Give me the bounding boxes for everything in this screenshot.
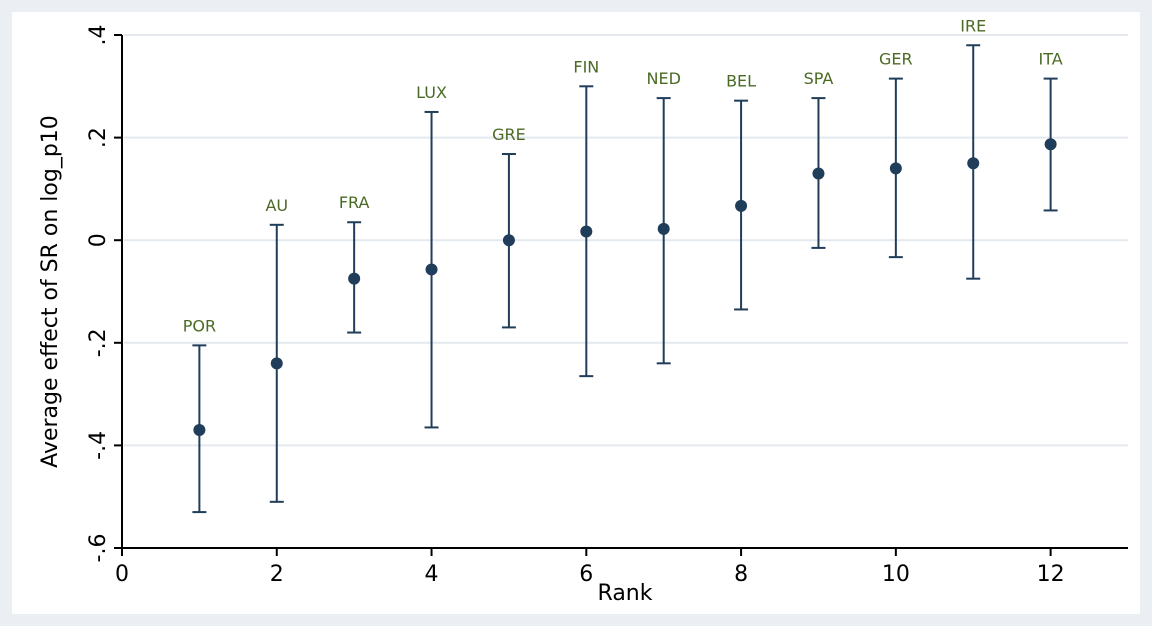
axes-layer	[121, 35, 1128, 549]
y-tick-label: .4	[86, 25, 111, 46]
y-tick-label: .2	[86, 127, 111, 148]
data-point	[889, 162, 902, 175]
y-tick-label: -.2	[86, 328, 111, 357]
data-point	[812, 167, 825, 180]
x-axis-title: Rank	[598, 581, 653, 606]
plot-background	[12, 12, 1140, 614]
point-label: ITA	[1039, 50, 1063, 69]
data-point	[502, 234, 515, 247]
data-point	[580, 225, 593, 238]
x-tick-label: 6	[579, 562, 593, 587]
ticks-layer: -.6 -.4 -.2 0 .2 .4 0 2 4 6 8 10 12	[86, 25, 1065, 588]
point-label: FRA	[339, 193, 370, 212]
data-point	[425, 263, 438, 276]
data-point	[348, 272, 361, 285]
point-label: AU	[265, 196, 288, 215]
point-label: NED	[646, 69, 680, 88]
data-point	[657, 222, 670, 235]
x-tick-label: 12	[1037, 562, 1065, 587]
data-point	[1044, 138, 1057, 151]
x-tick-label: 8	[734, 562, 748, 587]
x-tick-label: 2	[270, 562, 284, 587]
point-label: IRE	[960, 16, 986, 35]
data-point	[193, 424, 206, 437]
point-label: GRE	[492, 125, 526, 144]
point-label: SPA	[804, 69, 834, 88]
point-label: FIN	[573, 57, 599, 76]
y-axis-title: Average effect of SR on log_p10	[38, 115, 63, 468]
data-point	[270, 357, 283, 370]
point-label: POR	[183, 316, 216, 335]
x-tick-label: 10	[882, 562, 910, 587]
y-tick-label: -.4	[86, 431, 111, 460]
data-point	[735, 199, 748, 212]
series-layer: POR AU FRA LUX GRE FIN NED BEL SPA GER IRE ITA	[183, 16, 1063, 514]
data-point	[967, 157, 980, 170]
y-tick-label: 0	[86, 233, 111, 247]
point-label: LUX	[416, 83, 447, 102]
point-label: GER	[879, 50, 913, 69]
y-tick-label: -.6	[86, 534, 111, 563]
x-tick-label: 4	[425, 562, 439, 587]
point-label: BEL	[726, 72, 756, 91]
x-tick-label: 0	[115, 562, 129, 587]
